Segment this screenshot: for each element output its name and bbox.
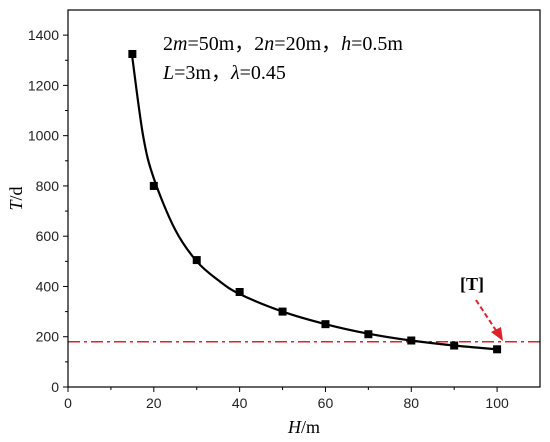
y-tick-label: 600 [36, 228, 60, 244]
x-axis-label: H/m [287, 417, 320, 437]
data-point [128, 49, 137, 58]
reference-arrow-shaft [475, 299, 498, 333]
y-tick-label: 1400 [28, 27, 59, 43]
plot-frame [67, 9, 541, 388]
data-point [493, 345, 502, 354]
axis-layer [63, 9, 541, 392]
reference-label: [T] [460, 274, 484, 294]
data-point [235, 287, 244, 296]
x-tick-label: 100 [485, 395, 509, 411]
y-tick-label: 1200 [28, 77, 59, 93]
y-axis-label: T/d [6, 186, 26, 210]
x-tick-label: 80 [403, 395, 419, 411]
data-point [364, 330, 373, 339]
x-tick-label: 40 [232, 395, 248, 411]
text-layer: 0 20 40 60 80 1000200400600800100012001400H/m… [6, 27, 509, 437]
y-tick-label: 200 [36, 329, 60, 345]
reference-arrow-head [491, 327, 503, 341]
y-tick-label: 1000 [28, 128, 59, 144]
annotation-params-line-1: 2m=50m，2n=20m，h=0.5m [163, 33, 403, 55]
data-point [450, 341, 459, 350]
y-tick-label: 0 [51, 379, 59, 395]
data-point [321, 320, 330, 329]
data-point [192, 256, 201, 265]
x-tick-label: 60 [318, 395, 334, 411]
data-point [149, 181, 158, 190]
y-tick-label: 800 [36, 178, 60, 194]
y-tick-label: 400 [36, 278, 60, 294]
data-point [278, 307, 287, 316]
x-tick-label: 0 [64, 395, 72, 411]
data-point [407, 336, 416, 345]
annotation-params-line-2: L=3m，λ=0.45 [162, 62, 286, 84]
x-tick-label: 20 [146, 395, 162, 411]
plot-layer [68, 49, 540, 354]
